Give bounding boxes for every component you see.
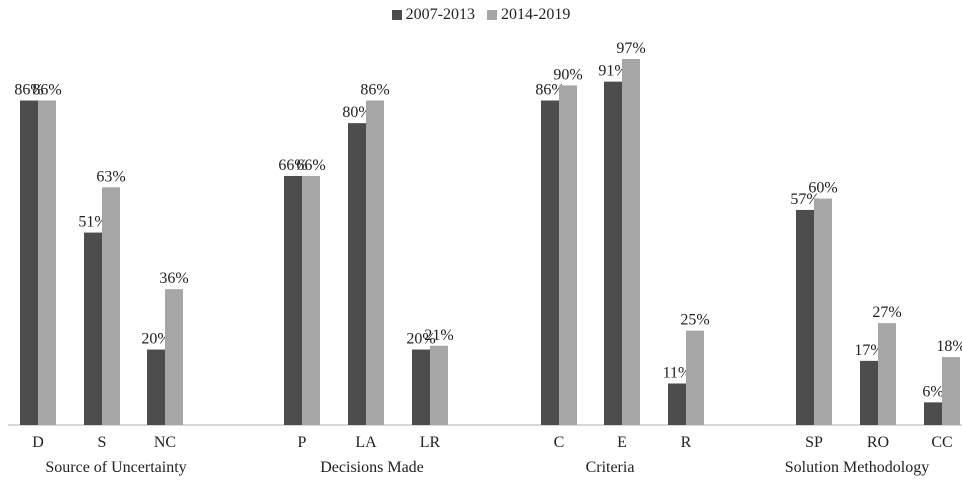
bar-la-series-2 (366, 100, 384, 425)
data-label-lr-series-2: 21% (424, 327, 453, 344)
data-label-cc-series-2: 18% (936, 338, 962, 355)
bar-lr-series-2 (430, 345, 448, 425)
data-label-sp-series-1: 57% (790, 191, 819, 208)
bar-sp-series-1 (796, 209, 814, 425)
legend-item-series-2: 2014-2019 (487, 6, 570, 24)
bar-s-series-1 (84, 232, 102, 425)
legend-item-series-1: 2007-2013 (391, 6, 475, 24)
x-tick-label-d: D (32, 434, 44, 451)
x-tick-label-la: LA (355, 434, 377, 451)
x-tick-label-lr: LR (420, 434, 441, 451)
bar-e-series-2 (622, 59, 640, 425)
data-label-e-series-2: 97% (616, 40, 645, 57)
x-tick-label-ro: RO (867, 434, 889, 451)
group-label-4: Solution Methodology (785, 459, 929, 476)
data-label-s-series-1: 51% (78, 214, 107, 231)
data-label-ro-series-2: 27% (872, 304, 901, 321)
bar-p-series-1 (284, 175, 302, 425)
data-label-c-series-2: 90% (553, 66, 582, 83)
bar-e-series-1 (604, 81, 622, 426)
x-tick-label-r: R (681, 434, 692, 451)
data-label-la-series-2: 86% (360, 82, 389, 99)
legend-swatch-series-1 (391, 10, 402, 20)
bar-r-series-1 (668, 383, 686, 425)
bar-sp-series-2 (814, 198, 832, 425)
x-tick-label-p: P (298, 434, 307, 451)
bar-nc-series-1 (147, 349, 165, 425)
data-label-sp-series-2: 60% (808, 180, 837, 197)
x-tick-label-nc: NC (154, 434, 176, 451)
x-tick-label-e: E (617, 434, 627, 451)
data-label-s-series-2: 63% (96, 168, 125, 185)
bar-lr-series-1 (412, 349, 430, 425)
x-tick-label-s: S (98, 434, 107, 451)
legend-swatch-series-2 (487, 10, 497, 20)
bar-ro-series-2 (878, 323, 896, 425)
data-label-d-series-1: 86% (14, 82, 43, 99)
group-label-3: Criteria (586, 459, 635, 476)
x-tick-label-c: C (554, 434, 565, 451)
group-label-2: Decisions Made (320, 459, 424, 476)
bar-la-series-1 (348, 123, 366, 425)
data-label-c-series-1: 86% (535, 82, 564, 99)
data-label-r-series-1: 11% (663, 364, 692, 381)
bar-r-series-2 (686, 330, 704, 425)
bar-c-series-1 (541, 100, 559, 425)
bar-cc-series-1 (924, 402, 942, 425)
data-label-r-series-2: 25% (680, 312, 709, 329)
x-tick-label-cc: CC (931, 434, 952, 451)
data-label-p-series-1: 66% (278, 157, 307, 174)
bar-d-series-2 (38, 100, 56, 425)
legend-label-series-2: 2014-2019 (501, 6, 571, 23)
group-label-1: Source of Uncertainty (45, 459, 186, 476)
bar-p-series-2 (302, 175, 320, 425)
x-tick-label-sp: SP (805, 434, 823, 451)
legend: 2007-2013 2014-2019 (0, 6, 962, 25)
data-label-cc-series-1: 6% (922, 383, 943, 400)
data-label-nc-series-1: 20% (141, 331, 170, 348)
bar-nc-series-2 (165, 289, 183, 425)
bar-ro-series-1 (860, 360, 878, 425)
data-label-p-series-2: 66% (296, 157, 325, 174)
data-label-e-series-1: 91% (598, 63, 627, 80)
bar-s-series-2 (102, 187, 120, 425)
data-label-nc-series-2: 36% (159, 270, 188, 287)
bar-cc-series-2 (942, 357, 960, 425)
bar-d-series-1 (20, 100, 38, 425)
bar-c-series-2 (559, 85, 577, 426)
data-label-lr-series-1: 20% (406, 331, 435, 348)
data-label-la-series-1: 80% (342, 104, 371, 121)
legend-label-series-1: 2007-2013 (405, 6, 475, 23)
data-label-ro-series-1: 17% (854, 342, 883, 359)
data-label-d-series-2: 86% (32, 82, 61, 99)
